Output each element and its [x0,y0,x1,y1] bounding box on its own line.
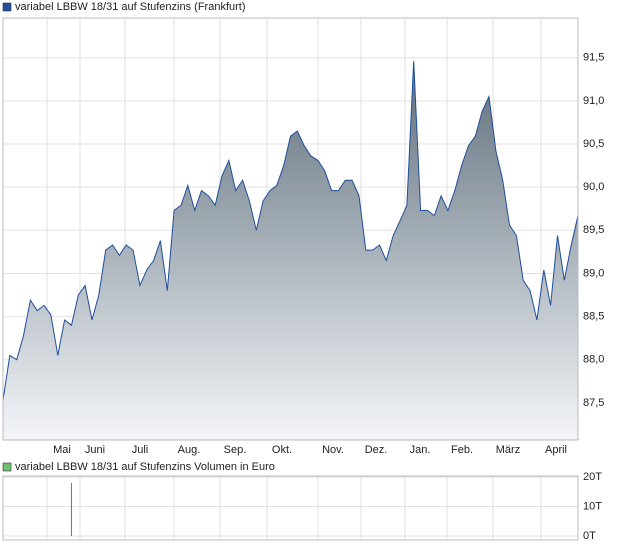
y-tick-label: 89,5 [583,224,604,236]
y-tick-label: 20T [583,471,602,483]
plot-border [2,475,579,541]
price-line [2,61,579,401]
y-tick-label: 90,0 [583,181,604,193]
x-tick-label: Sep. [224,444,247,456]
y-tick-label: 90,5 [583,138,604,150]
y-tick-label: 89,0 [583,267,604,279]
legend-label: variabel LBBW 18/31 auf Stufenzins (Fran… [15,1,246,13]
x-tick-label: Juli [132,444,149,456]
legend-swatch [2,462,12,472]
x-tick-label: Dez. [365,444,388,456]
y-tick-label: 88,5 [583,310,604,322]
volume-bar [70,482,72,536]
x-tick-label: Mai [53,444,71,456]
y-tick-label: 91,0 [583,95,604,107]
y-tick-label: 0T [583,530,596,542]
legend-label: variabel LBBW 18/31 auf Stufenzins Volum… [15,461,275,473]
x-tick-label: März [496,444,520,456]
x-tick-label: Aug. [178,444,201,456]
legend-swatch [2,2,12,12]
y-tick-label: 91,5 [583,52,604,64]
area-fill [3,61,578,440]
x-tick-label: Feb. [451,444,473,456]
y-tick-label: 88,0 [583,354,604,366]
x-tick-label: Juni [85,444,105,456]
y-tick-label: 10T [583,500,602,512]
x-tick-label: Jan. [410,444,431,456]
y-tick-label: 87,5 [583,397,604,409]
x-tick-label: April [545,444,567,456]
plot-border [2,17,579,441]
x-tick-label: Okt. [272,444,292,456]
x-tick-label: Nov. [322,444,344,456]
plot-area [2,475,579,541]
